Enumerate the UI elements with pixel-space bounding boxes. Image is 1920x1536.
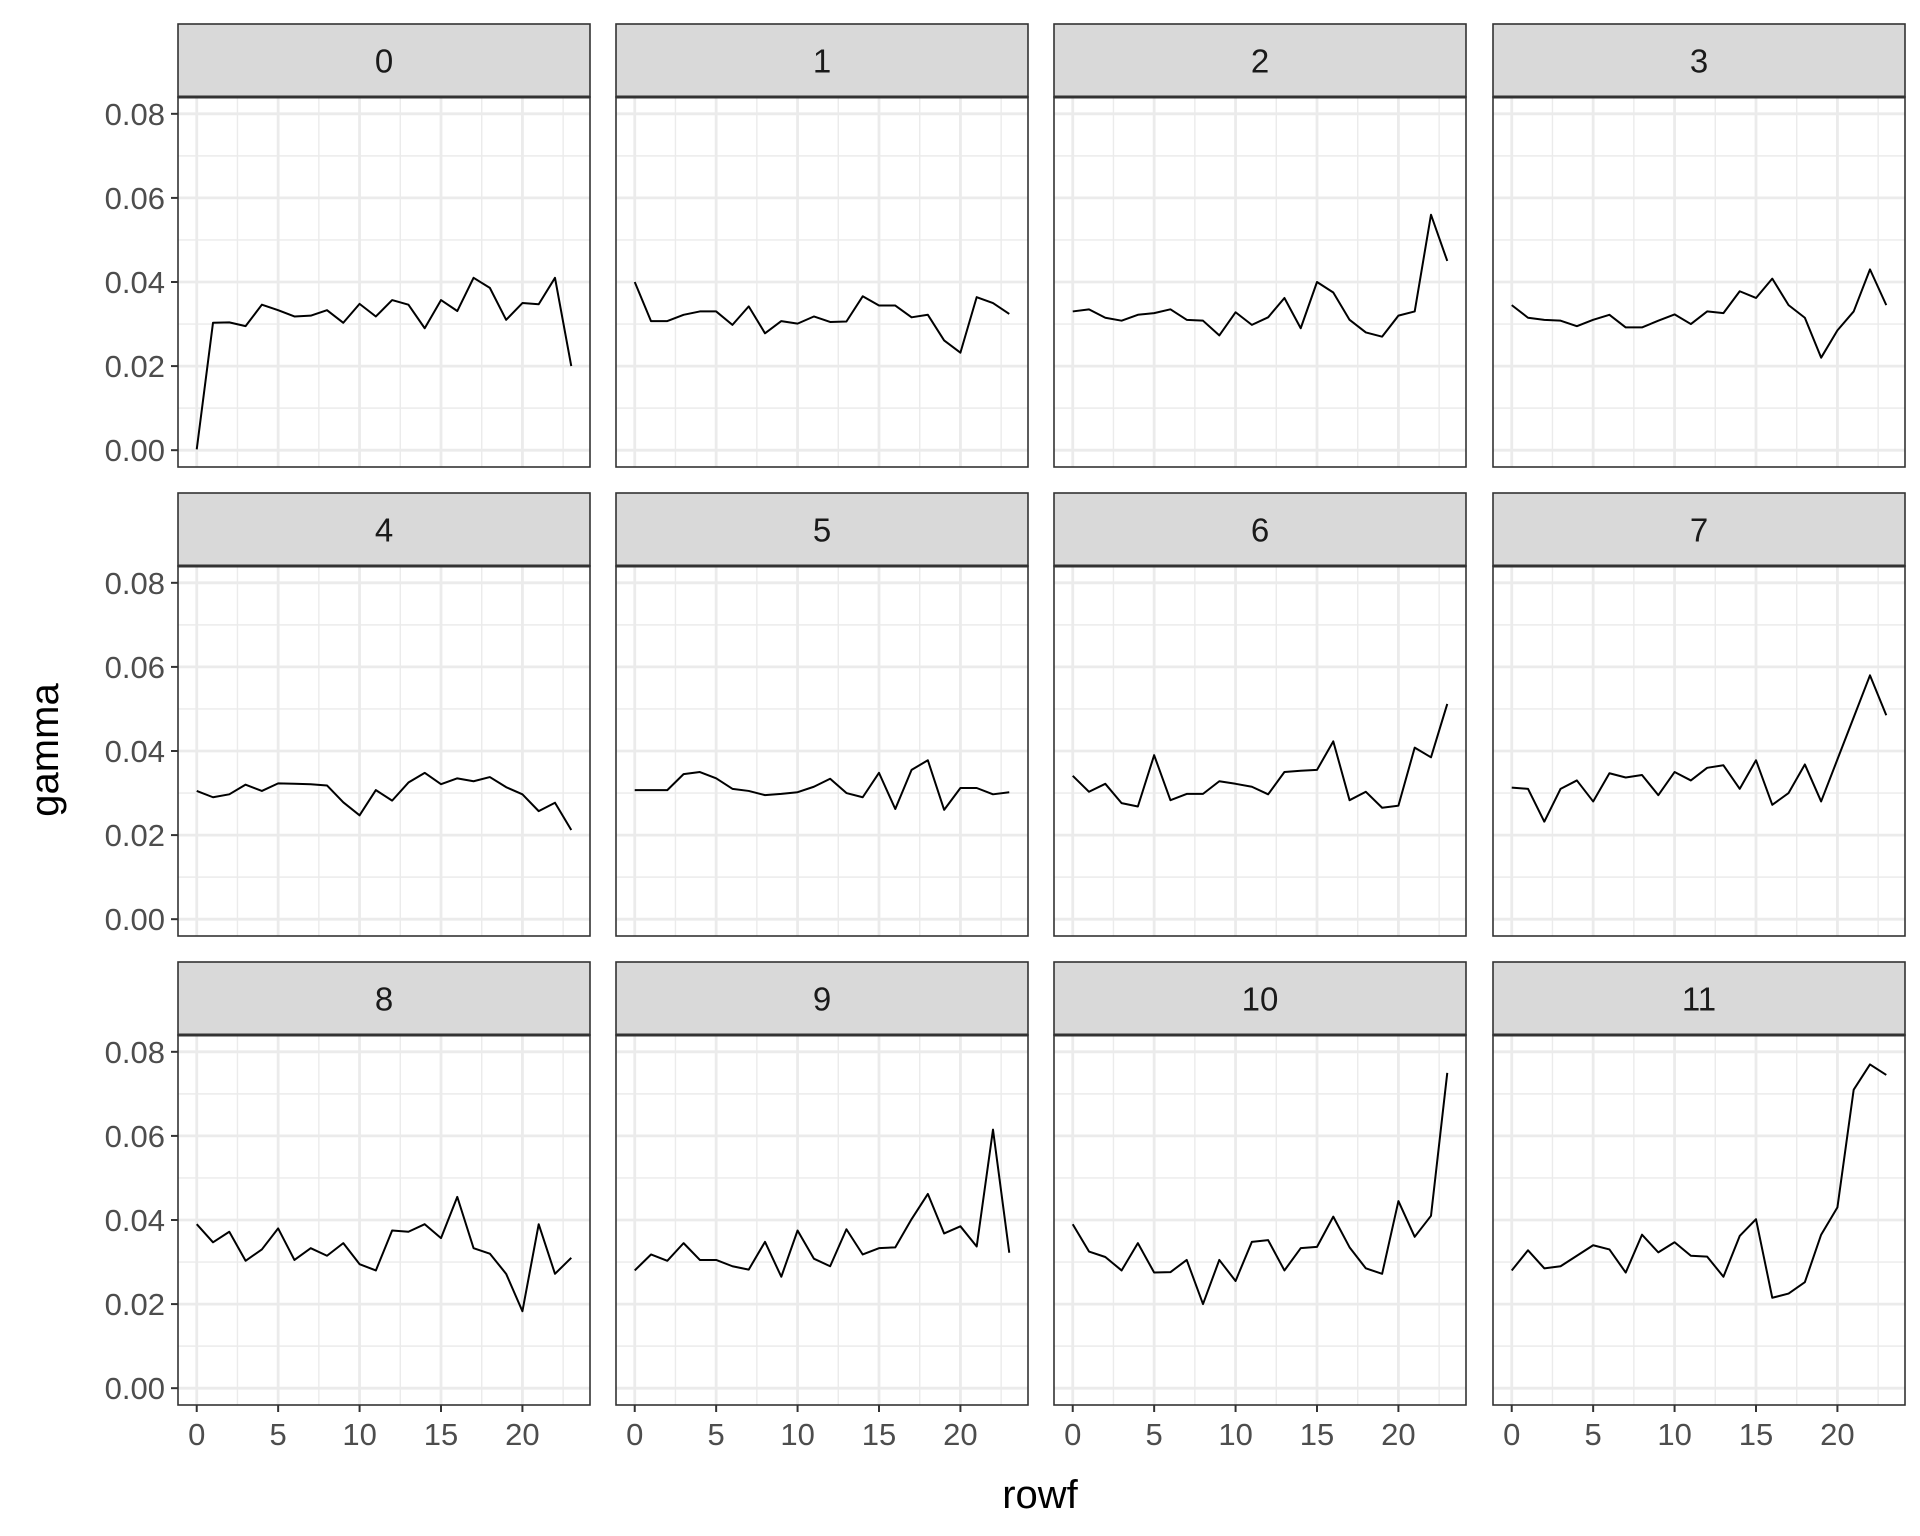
series-line-10 — [1071, 1072, 1449, 1306]
facet-strip-label: 11 — [1682, 981, 1716, 1018]
facet-panel-3: 3 — [1492, 23, 1906, 468]
facet-strip — [177, 492, 591, 567]
facet-strip-label: 10 — [1242, 981, 1279, 1018]
facet-strip-label: 8 — [375, 981, 393, 1018]
series-line-8 — [195, 1195, 572, 1313]
y-tick-label: 0.00 — [105, 433, 165, 468]
facet-strip-label: 0 — [375, 43, 393, 80]
y-tick-label: 0.00 — [105, 1371, 165, 1406]
facet-strip — [1492, 961, 1906, 1036]
facet-strip-label: 3 — [1690, 43, 1708, 80]
series-line-5 — [634, 759, 1010, 811]
y-tick-label: 0.02 — [105, 1287, 165, 1322]
x-tick-label: 5 — [1146, 1417, 1163, 1452]
x-tick-label: 10 — [1657, 1417, 1691, 1452]
x-tick-label: 20 — [1381, 1417, 1415, 1452]
series-line-3 — [1511, 268, 1888, 359]
facet-strip-label: 5 — [813, 512, 831, 549]
facet-panel-4: 4 0.00 0.02 0.04 0.06 0.08 — [105, 492, 591, 937]
x-tick-label: 10 — [1218, 1417, 1252, 1452]
y-tick-label: 0.08 — [105, 97, 165, 132]
y-tick-label: 0.08 — [105, 566, 165, 601]
series-line-1 — [633, 281, 1010, 354]
facet-panel-0: 0 0.00 0.02 0.04 0.06 0.08 — [105, 23, 591, 468]
y-tick-label: 0.02 — [105, 818, 165, 853]
facet-strip-label: 2 — [1251, 43, 1269, 80]
facet-strip-label: 4 — [375, 512, 393, 549]
facet-strip — [1492, 23, 1906, 98]
x-tick-label: 15 — [1300, 1417, 1334, 1452]
y-tick-label: 0.00 — [105, 902, 165, 937]
x-tick-label: 5 — [270, 1417, 287, 1452]
facet-strip-label: 7 — [1690, 512, 1708, 549]
x-tick-label: 10 — [780, 1417, 814, 1452]
facet-strip — [615, 961, 1029, 1036]
series-line-6 — [1072, 703, 1449, 809]
facet-strip — [1053, 961, 1467, 1036]
x-tick-label: 20 — [505, 1417, 539, 1452]
x-tick-label: 20 — [943, 1417, 977, 1452]
x-tick-label: 15 — [1739, 1417, 1773, 1452]
x-tick-label: 10 — [342, 1417, 376, 1452]
x-tick-label: 5 — [708, 1417, 725, 1452]
y-tick-label: 0.06 — [105, 650, 165, 685]
facet-strip — [177, 23, 591, 98]
y-tick-label: 0.04 — [105, 265, 165, 300]
series-line-9 — [634, 1128, 1011, 1278]
facet-strip — [1053, 23, 1467, 98]
series-line-0 — [195, 276, 573, 450]
x-tick-label: 15 — [862, 1417, 896, 1452]
series-line-4 — [196, 771, 573, 831]
facet-panel-5: 5 — [615, 492, 1029, 937]
y-tick-label: 0.02 — [105, 349, 165, 384]
facet-panels: 0 0.00 0.02 0.04 0.06 0.08 1 2 3 4 0.00 0.02 0.04 0.0… — [105, 23, 1906, 1452]
y-tick-label: 0.06 — [105, 1119, 165, 1154]
y-tick-label: 0.06 — [105, 181, 165, 216]
facet-panel-1: 1 — [615, 23, 1029, 468]
facet-panel-6: 6 — [1053, 492, 1467, 937]
facet-strip — [1053, 492, 1467, 567]
facet-panel-9: 9 0 5 10 15 20 — [615, 961, 1029, 1452]
series-line-2 — [1072, 213, 1449, 338]
facet-panel-8: 8 0.00 0.02 0.04 0.06 0.08 0 5 10 15 20 — [105, 961, 591, 1452]
y-tick-label: 0.04 — [105, 1203, 165, 1238]
facet-panel-10: 10 0 5 10 15 20 — [1053, 961, 1467, 1452]
facet-strip — [1492, 492, 1906, 567]
x-tick-label: 5 — [1585, 1417, 1602, 1452]
facet-strip-label: 9 — [813, 981, 831, 1018]
y-tick-label: 0.04 — [105, 734, 165, 769]
facet-strip-label: 1 — [813, 43, 831, 80]
x-tick-label: 0 — [626, 1417, 643, 1452]
facet-strip-label: 6 — [1251, 512, 1269, 549]
x-tick-label: 15 — [424, 1417, 458, 1452]
x-tick-label: 0 — [1503, 1417, 1520, 1452]
facet-panel-2: 2 — [1053, 23, 1467, 468]
x-tick-label: 0 — [188, 1417, 205, 1452]
facet-strip — [615, 23, 1029, 98]
facet-strip — [177, 961, 591, 1036]
x-axis-title: rowf — [1002, 1473, 1078, 1517]
x-tick-label: 0 — [1064, 1417, 1081, 1452]
y-tick-label: 0.08 — [105, 1035, 165, 1070]
facet-panel-11: 11 0 5 10 15 20 — [1492, 961, 1906, 1452]
series-line-7 — [1511, 674, 1888, 823]
series-line-11 — [1510, 1063, 1887, 1299]
y-axis-title: gamma — [23, 683, 67, 817]
facet-panel-7: 7 — [1492, 492, 1906, 937]
x-tick-label: 20 — [1820, 1417, 1854, 1452]
